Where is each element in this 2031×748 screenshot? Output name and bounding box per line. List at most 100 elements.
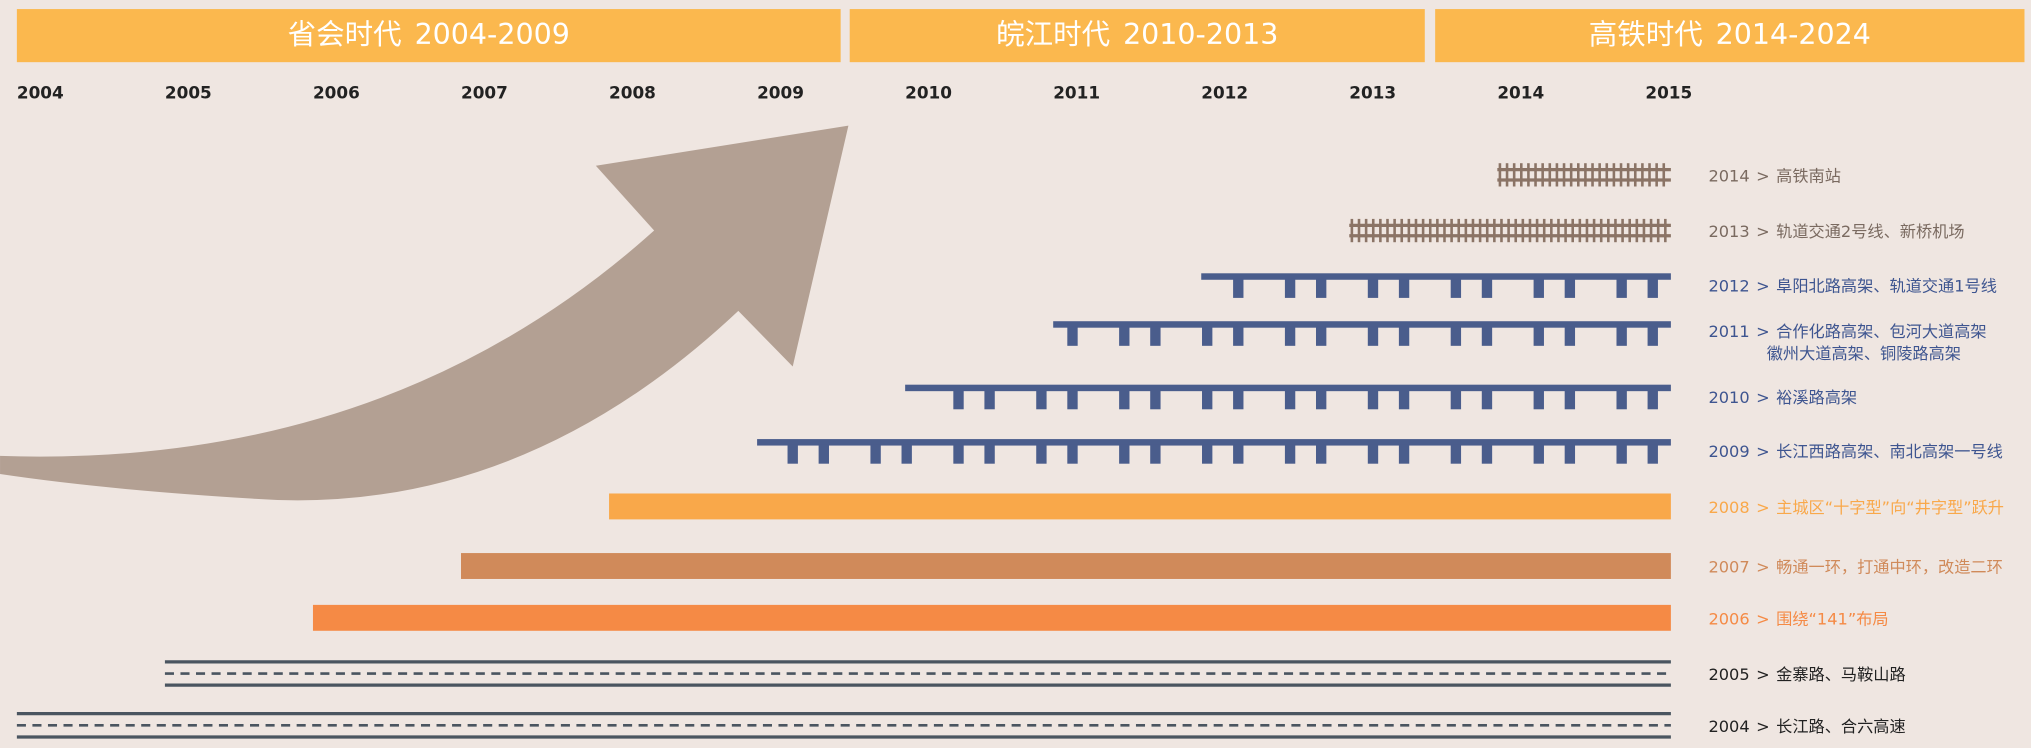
item-text: 长江西路高架、南北高架一号线 [1776, 442, 2003, 461]
viaduct-pier [819, 444, 829, 463]
item-text: 裕溪路高架 [1776, 388, 1857, 407]
year-label: 2009 [757, 82, 804, 102]
viaduct-pier [1482, 278, 1492, 297]
viaduct-pier [1399, 278, 1409, 297]
viaduct-pier [1648, 278, 1658, 297]
viaduct-pier [1399, 326, 1409, 345]
item-sep: > [1756, 665, 1770, 684]
viaduct-pier [1565, 444, 1575, 463]
item-text: 畅通一环，打通中环，改造二环 [1776, 557, 2003, 576]
item-sep: > [1756, 498, 1770, 517]
viaduct-pier [1534, 326, 1544, 345]
item-text: 主城区“十字型”向“井字型”跃升 [1776, 498, 2004, 517]
year-label: 2011 [1053, 82, 1100, 102]
viaduct-pier [1534, 390, 1544, 409]
item-text: 高铁南站 [1776, 166, 1841, 185]
item-label: 2009 > 长江西路高架、南北高架一号线 [1708, 442, 2002, 461]
item-year: 2010 [1708, 388, 1749, 407]
item-label: 2008 > 主城区“十字型”向“井字型”跃升 [1708, 498, 2004, 517]
viaduct-pier [1616, 278, 1626, 297]
viaduct-pier [1316, 390, 1326, 409]
year-label: 2004 [17, 82, 64, 102]
item-label: 2012>阜阳北路高架、轨道交通1号线 [1708, 276, 1996, 295]
viaduct-pier [1648, 444, 1658, 463]
viaduct-pier [1451, 278, 1461, 297]
viaduct-pier [1119, 390, 1129, 409]
viaduct-pier [1119, 326, 1129, 345]
viaduct-pier [1233, 444, 1243, 463]
viaduct-pier [1233, 278, 1243, 297]
viaduct-pier [1285, 444, 1295, 463]
period-bar [313, 605, 1671, 631]
item-year: 2006 [1708, 609, 1749, 628]
viaduct-pier [1368, 326, 1378, 345]
viaduct-pier [1565, 278, 1575, 297]
viaduct-pier [1451, 390, 1461, 409]
item-text: 轨道交通2号线、新桥机场 [1776, 222, 1964, 241]
period-bar [609, 493, 1671, 519]
viaduct-pier [1399, 390, 1409, 409]
item-year: 2007 [1708, 557, 1749, 576]
item-sep: > [1756, 388, 1770, 407]
viaduct-pier [1534, 278, 1544, 297]
year-label: 2010 [905, 82, 952, 102]
viaduct-pier [1482, 444, 1492, 463]
viaduct-pier [1368, 278, 1378, 297]
viaduct-pier [1202, 326, 1212, 345]
growth-arrow [0, 126, 848, 501]
item-sep: > [1756, 222, 1770, 241]
year-label: 2007 [461, 82, 508, 102]
viaduct-pier [1036, 390, 1046, 409]
period-bar [461, 553, 1671, 579]
item-year: 2005 [1708, 665, 1749, 684]
viaduct-pier [1067, 326, 1077, 345]
viaduct-pier [1616, 326, 1626, 345]
year-label: 2014 [1497, 82, 1544, 102]
item-sep: > [1756, 557, 1770, 576]
viaduct-pier [902, 444, 912, 463]
viaduct-pier [1119, 444, 1129, 463]
year-label: 2012 [1201, 82, 1248, 102]
year-label: 2008 [609, 82, 656, 102]
item-year: 2009 [1708, 442, 1749, 461]
year-label: 2005 [165, 82, 212, 102]
viaduct-pier [1150, 390, 1160, 409]
viaduct-pier [1616, 390, 1626, 409]
viaduct-deck [1201, 273, 1671, 279]
year-label: 2013 [1349, 82, 1396, 102]
timeline: 省会时代 2004-2009 皖江时代2010-2013 高铁时代2014-2024 2… [0, 0, 2031, 748]
viaduct-pier [1648, 326, 1658, 345]
viaduct-pier [1399, 444, 1409, 463]
era-years: 2004-2009 [415, 18, 570, 51]
item-year: 2013 [1708, 222, 1749, 241]
viaduct-pier [984, 444, 994, 463]
viaduct-pier [1565, 326, 1575, 345]
item-text: 徽州大道高架、铜陵路高架 [1767, 344, 1961, 363]
item-sep: > [1756, 166, 1770, 185]
viaduct-pier [1202, 390, 1212, 409]
viaduct-pier [1202, 444, 1212, 463]
item-label: 2013 > 轨道交通2号线、新桥机场 [1708, 222, 1964, 241]
item-sep: > [1756, 442, 1770, 461]
viaduct-pier [1036, 444, 1046, 463]
item-label: 2005>金寨路、马鞍山路 [1708, 665, 1905, 684]
item-label: 2004>长江路、合六高速 [1708, 717, 1905, 736]
viaduct-pier [1534, 444, 1544, 463]
viaduct-pier [1368, 444, 1378, 463]
viaduct-pier [1285, 326, 1295, 345]
item-label: 2011>合作化路高架、包河大道高架徽州大道高架、铜陵路高架 [1708, 322, 1986, 363]
item-sep: > [1756, 322, 1770, 341]
item-text: 长江路、合六高速 [1776, 717, 1906, 736]
item-year: 2014 [1708, 166, 1749, 185]
item-label: 2010 > 裕溪路高架 [1708, 388, 1857, 407]
item-year: 2008 [1708, 498, 1749, 517]
viaduct-pier [1285, 278, 1295, 297]
viaduct-pier [1482, 326, 1492, 345]
viaduct-pier [1565, 390, 1575, 409]
viaduct-pier [1648, 390, 1658, 409]
era-name: 省会时代 [288, 18, 402, 51]
item-sep: > [1756, 276, 1770, 295]
era-years: 2010-2013 [1123, 18, 1278, 51]
